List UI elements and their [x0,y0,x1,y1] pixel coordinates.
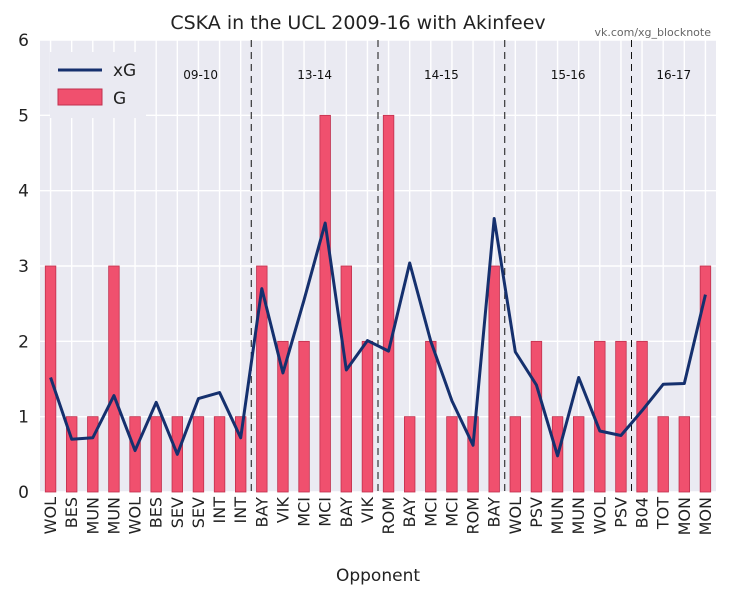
goals-bar [87,416,99,493]
x-tick-label: MUN [569,497,588,534]
goals-bar [594,340,606,493]
goals-bar [530,340,543,493]
goals-bar [573,416,585,493]
x-tick-label: BES [147,497,166,528]
x-axis-label: Opponent [336,566,420,586]
goals-bar [108,265,120,493]
goals-bar [488,265,500,493]
goals-bar [150,416,162,493]
x-tick-label: WOL [41,497,60,534]
y-tick-label: 2 [18,332,29,352]
x-axis-ticks: WOL BES MUN MUN WOL BES SEV SEV INT INT BAY VIK MCI M… [41,496,715,535]
goals-bar [404,416,416,493]
x-tick-label: B04 [633,497,652,528]
x-tick-label: MCI [442,497,461,527]
goals-bar [213,416,226,493]
x-tick-label: BAY [400,497,419,528]
goals-bar [657,416,669,493]
x-tick-label: MUN [104,497,123,534]
x-tick-label: MON [696,497,715,535]
goals-bar [382,114,395,493]
x-tick-label: ROM [464,497,483,535]
season-label: 13-14 [297,68,332,82]
season-label: 15-16 [551,68,586,82]
y-tick-label: 4 [18,182,29,202]
x-tick-label: MON [675,497,694,535]
y-tick-label: 6 [18,31,29,51]
goals-bar [361,340,374,493]
goals-bar [192,416,205,493]
x-tick-label: PSV [527,497,546,528]
x-tick-label: VIK [273,496,292,523]
season-label: 14-15 [424,68,459,82]
x-tick-label: MCI [421,497,440,527]
x-tick-label: SEV [189,497,208,528]
goals-bar [699,265,712,493]
xg-line [49,217,707,458]
x-tick-label: PSV [611,497,630,528]
chart-title: CSKA in the UCL 2009-16 with Akinfeev [170,12,545,34]
xg-series-line [49,217,707,458]
season-label: 09-10 [183,68,218,82]
x-tick-label: MCI [295,497,314,527]
goals-bar [446,416,458,493]
season-label: 16-17 [656,68,691,82]
x-tick-label: ROM [379,497,398,535]
goals-bar [256,265,268,493]
goals-bar [615,340,627,493]
y-tick-label: 5 [18,106,29,126]
goals-bar [129,416,141,493]
x-tick-label: BAY [337,497,356,528]
x-tick-label: INT [210,497,229,524]
x-tick-label: INT [231,497,250,524]
y-axis-ticks: 0 1 2 3 4 5 6 [18,31,29,503]
goals-bar [298,340,310,493]
legend-xg-label: xG [113,61,136,81]
x-tick-label: TOT [654,497,673,530]
legend: xG G [50,52,146,118]
x-tick-label: WOL [506,497,525,534]
season-dividers: 09-10 13-14 14-15 15-16 16-17 [183,40,691,492]
chart-credit: vk.com/xg_blocknote [594,26,711,39]
legend-box [50,52,146,118]
goals-bar [235,416,247,493]
y-tick-label: 3 [18,257,29,277]
x-tick-label: WOL [590,497,609,534]
goals-bar [509,416,521,493]
x-tick-label: VIK [358,496,377,523]
x-tick-label: MUN [548,497,567,534]
goals-bar [340,265,352,493]
goals-bar [319,114,331,493]
x-tick-label: WOL [126,497,145,534]
goals-bar [467,416,479,493]
y-tick-label: 0 [18,483,29,503]
goals-bar [277,340,289,493]
goals-bars [44,114,712,493]
x-tick-label: BAY [252,497,271,528]
goals-bar [66,416,78,493]
x-tick-label: BES [62,497,81,528]
y-tick-label: 1 [18,408,29,428]
legend-g-swatch [57,88,103,106]
x-tick-label: BAY [485,497,504,528]
goals-bar [678,416,690,493]
x-tick-label: SEV [168,497,187,528]
x-tick-label: MUN [83,497,102,534]
goals-bar [425,340,437,493]
x-tick-label: MCI [316,497,335,527]
legend-g-label: G [113,89,126,109]
